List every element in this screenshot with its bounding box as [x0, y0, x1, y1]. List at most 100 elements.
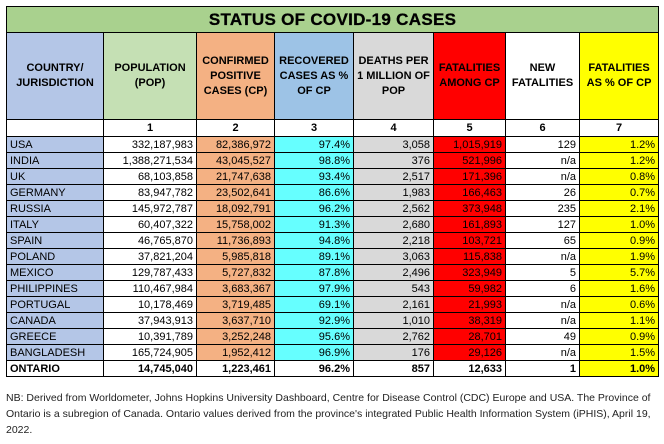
cases-cell: 18,092,791 — [196, 200, 275, 217]
fatalities-pct-cell: 2.1% — [578, 200, 660, 217]
country-cell: INDIA — [6, 152, 104, 169]
population-cell: 110,467,984 — [103, 280, 197, 297]
ontario-fatalities-cell: 12,633 — [433, 360, 506, 377]
new-fatalities-cell: 127 — [505, 216, 580, 233]
new-fatalities-cell: 129 — [505, 136, 580, 153]
country-cell: SPAIN — [6, 232, 104, 249]
table-row: GREECE 10,391,789 3,252,248 95.6% 2,762 28,70… — [6, 328, 660, 345]
fatalities-cell: 373,948 — [433, 200, 506, 217]
recovered-cell: 97.9% — [274, 280, 354, 297]
table-body: USA 332,187,983 82,386,972 97.4% 3,058 1,015,… — [6, 136, 660, 361]
fatalities-pct-cell: 1.1% — [578, 312, 660, 329]
new-fatalities-cell: n/a — [505, 344, 580, 361]
table-row: INDIA 1,388,271,534 43,045,527 98.8% 376 521,… — [6, 152, 660, 169]
deaths-per-million-cell: 2,562 — [353, 200, 434, 217]
country-cell: CANADA — [6, 312, 104, 329]
fatalities-cell: 59,982 — [433, 280, 506, 297]
fatalities-cell: 103,721 — [433, 232, 506, 249]
header-country: COUNTRY/ JURISDICTION — [6, 32, 104, 120]
header-row: COUNTRY/ JURISDICTION POPULATION (POP) C… — [6, 32, 660, 120]
fatalities-cell: 115,838 — [433, 248, 506, 265]
recovered-cell: 89.1% — [274, 248, 354, 265]
population-cell: 10,391,789 — [103, 328, 197, 345]
deaths-per-million-cell: 2,161 — [353, 296, 434, 313]
fatalities-pct-cell: 1.9% — [578, 248, 660, 265]
new-fatalities-cell: 235 — [505, 200, 580, 217]
fatalities-cell: 28,701 — [433, 328, 506, 345]
population-cell: 60,407,322 — [103, 216, 197, 233]
fatalities-cell: 171,396 — [433, 168, 506, 185]
fatalities-cell: 21,993 — [433, 296, 506, 313]
column-number: 5 — [433, 119, 506, 137]
column-number: 4 — [353, 119, 434, 137]
fatalities-pct-cell: 1.0% — [578, 216, 660, 233]
recovered-cell: 69.1% — [274, 296, 354, 313]
table-row: SPAIN 46,765,870 11,736,893 94.8% 2,218 103,7… — [6, 232, 660, 249]
fatalities-pct-cell: 0.6% — [578, 296, 660, 313]
recovered-cell: 94.8% — [274, 232, 354, 249]
table-row: RUSSIA 145,972,787 18,092,791 96.2% 2,562 373… — [6, 200, 660, 217]
recovered-cell: 91.3% — [274, 216, 354, 233]
new-fatalities-cell: 26 — [505, 184, 580, 201]
new-fatalities-cell: 6 — [505, 280, 580, 297]
deaths-per-million-cell: 2,762 — [353, 328, 434, 345]
new-fatalities-cell: 5 — [505, 264, 580, 281]
new-fatalities-cell: 49 — [505, 328, 580, 345]
table-row: CANADA 37,943,913 3,637,710 92.9% 1,010 38,31… — [6, 312, 660, 329]
header-fatalities: FATALITIES AMONG CP — [433, 32, 506, 120]
new-fatalities-cell: n/a — [505, 152, 580, 169]
cases-cell: 1,952,412 — [196, 344, 275, 361]
deaths-per-million-cell: 2,218 — [353, 232, 434, 249]
fatalities-pct-cell: 1.2% — [578, 136, 660, 153]
population-cell: 37,821,204 — [103, 248, 197, 265]
header-confirmed-cases: CONFIRMED POSITIVE CASES (CP) — [196, 32, 275, 120]
country-cell: GREECE — [6, 328, 104, 345]
deaths-per-million-cell: 2,517 — [353, 168, 434, 185]
header-fatalities-pct: FATALITIES AS % OF CP — [578, 32, 660, 120]
fatalities-pct-cell: 5.7% — [578, 264, 660, 281]
fatalities-cell: 161,893 — [433, 216, 506, 233]
population-cell: 37,943,913 — [103, 312, 197, 329]
table-row: PHILIPPINES 110,467,984 3,683,367 97.9% 543 5… — [6, 280, 660, 297]
new-fatalities-cell: n/a — [505, 296, 580, 313]
table-row: MEXICO 129,787,433 5,727,832 87.8% 2,496 323,… — [6, 264, 660, 281]
ontario-new-fatalities-cell: 1 — [505, 360, 580, 377]
fatalities-pct-cell: 1.6% — [578, 280, 660, 297]
recovered-cell: 97.4% — [274, 136, 354, 153]
new-fatalities-cell: n/a — [505, 248, 580, 265]
deaths-per-million-cell: 543 — [353, 280, 434, 297]
cases-cell: 5,985,818 — [196, 248, 275, 265]
cases-cell: 3,637,710 — [196, 312, 275, 329]
new-fatalities-cell: n/a — [505, 168, 580, 185]
ontario-recovered-cell: 96.2% — [274, 360, 354, 377]
header-deaths-per-million: DEATHS PER 1 MILLION OF POP — [353, 32, 434, 120]
ontario-row: ONTARIO 14,745,040 1,223,461 96.2% 857 1… — [6, 360, 660, 377]
fatalities-cell: 1,015,919 — [433, 136, 506, 153]
country-cell: USA — [6, 136, 104, 153]
population-cell: 46,765,870 — [103, 232, 197, 249]
fatalities-pct-cell: 0.7% — [578, 184, 660, 201]
ontario-population-cell: 14,745,040 — [103, 360, 197, 377]
ontario-deaths-per-million-cell: 857 — [353, 360, 434, 377]
population-cell: 1,388,271,534 — [103, 152, 197, 169]
fatalities-pct-cell: 1.5% — [578, 344, 660, 361]
deaths-per-million-cell: 176 — [353, 344, 434, 361]
deaths-per-million-cell: 2,680 — [353, 216, 434, 233]
fatalities-pct-cell: 0.8% — [578, 168, 660, 185]
cases-cell: 3,683,367 — [196, 280, 275, 297]
country-cell: GERMANY — [6, 184, 104, 201]
population-cell: 10,178,469 — [103, 296, 197, 313]
country-cell: BANGLADESH — [6, 344, 104, 361]
population-cell: 145,972,787 — [103, 200, 197, 217]
table-row: PORTUGAL 10,178,469 3,719,485 69.1% 2,161 21,… — [6, 296, 660, 313]
ontario-cases-cell: 1,223,461 — [196, 360, 275, 377]
cases-cell: 43,045,527 — [196, 152, 275, 169]
recovered-cell: 96.2% — [274, 200, 354, 217]
recovered-cell: 96.9% — [274, 344, 354, 361]
table-row: GERMANY 83,947,782 23,502,641 86.6% 1,983 166… — [6, 184, 660, 201]
cases-cell: 21,747,638 — [196, 168, 275, 185]
recovered-cell: 98.8% — [274, 152, 354, 169]
country-cell: POLAND — [6, 248, 104, 265]
population-cell: 332,187,983 — [103, 136, 197, 153]
fatalities-cell: 521,996 — [433, 152, 506, 169]
